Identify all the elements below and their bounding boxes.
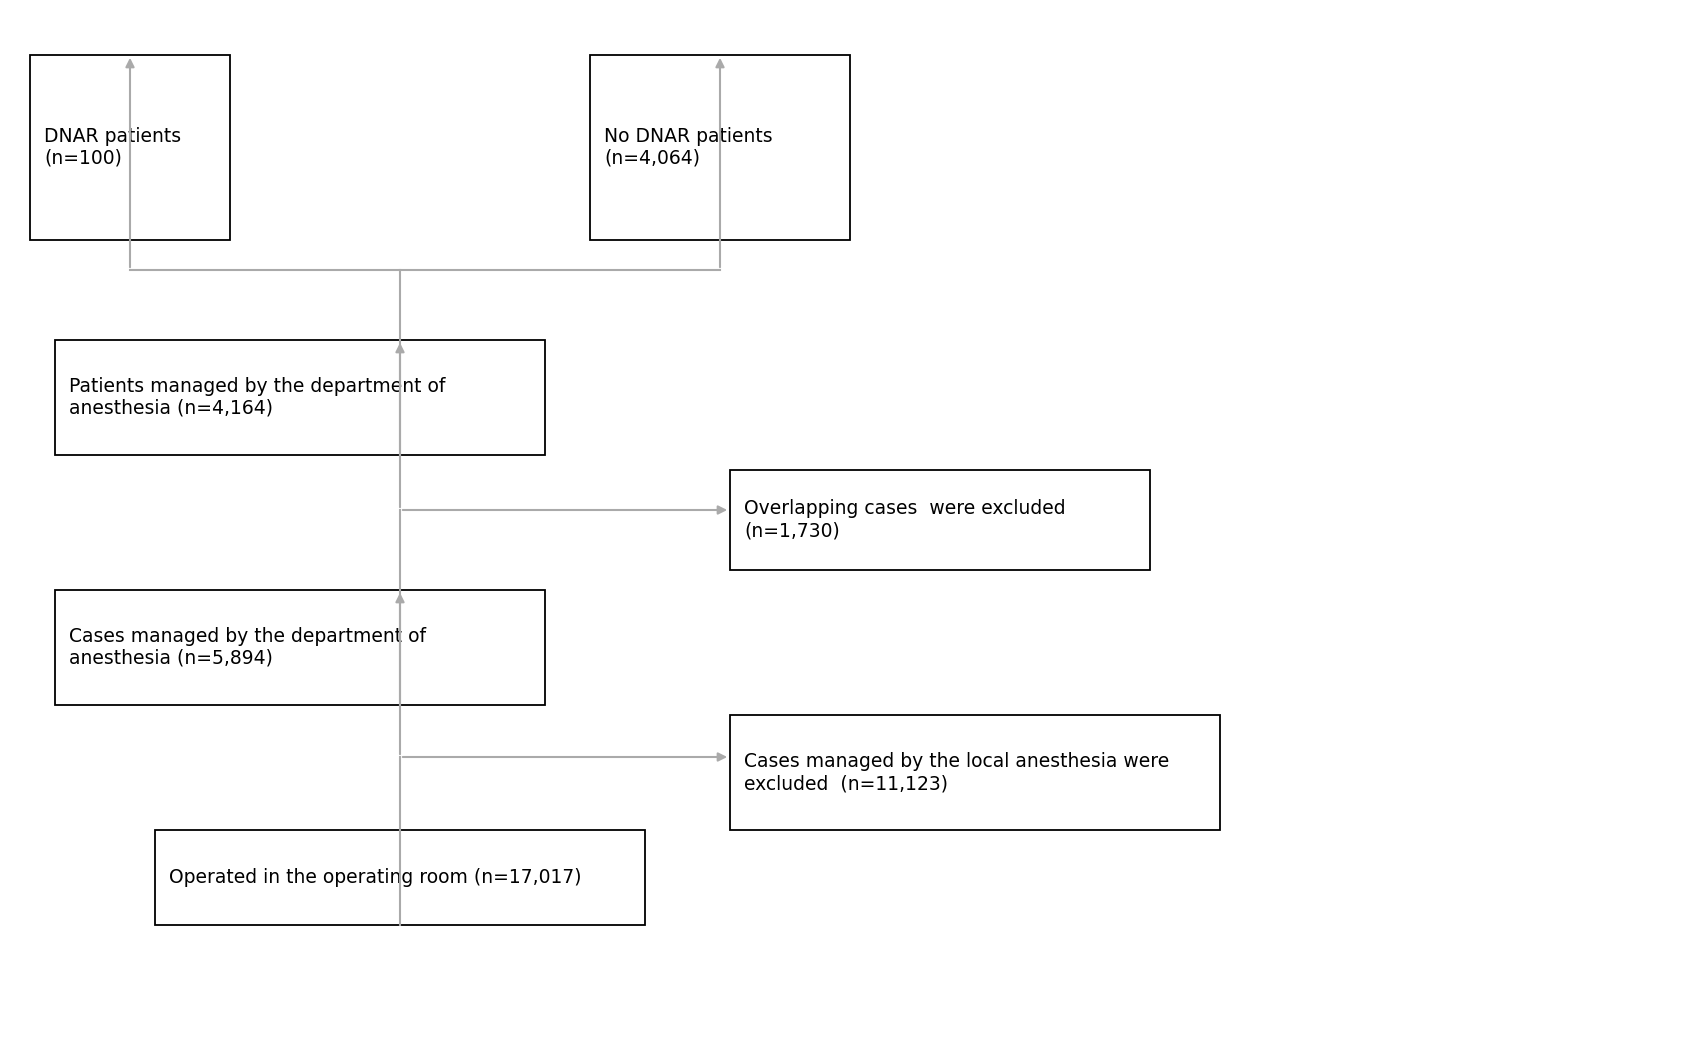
Text: Cases managed by the department of
anesthesia (n=5,894): Cases managed by the department of anest… [69, 627, 426, 668]
Text: No DNAR patients
(n=4,064): No DNAR patients (n=4,064) [603, 127, 773, 168]
FancyBboxPatch shape [56, 340, 544, 456]
Text: Patients managed by the department of
anesthesia (n=4,164): Patients managed by the department of an… [69, 376, 445, 418]
FancyBboxPatch shape [730, 470, 1149, 570]
Text: DNAR patients
(n=100): DNAR patients (n=100) [44, 127, 180, 168]
Text: Cases managed by the local anesthesia were
excluded  (n=11,123): Cases managed by the local anesthesia we… [745, 752, 1169, 792]
Text: Overlapping cases  were excluded
(n=1,730): Overlapping cases were excluded (n=1,730… [745, 499, 1065, 541]
FancyBboxPatch shape [30, 55, 229, 240]
FancyBboxPatch shape [730, 716, 1220, 830]
FancyBboxPatch shape [155, 830, 645, 925]
FancyBboxPatch shape [590, 55, 849, 240]
Text: Operated in the operating room (n=17,017): Operated in the operating room (n=17,017… [168, 868, 581, 887]
FancyBboxPatch shape [56, 590, 544, 705]
